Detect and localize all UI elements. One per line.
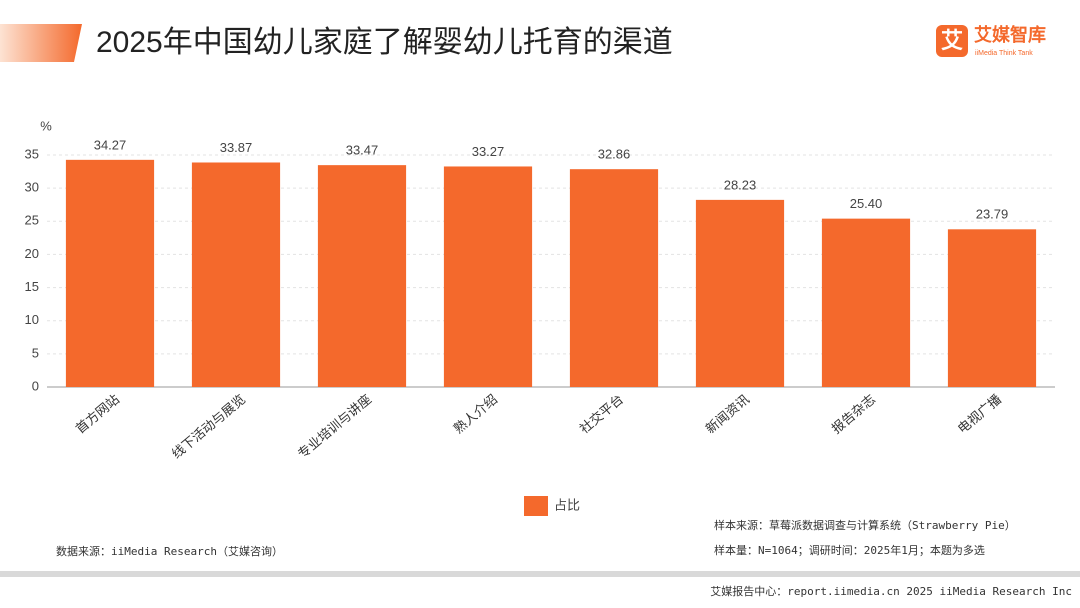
x-tick-label: 报告杂志 <box>829 391 878 436</box>
bar <box>569 169 659 387</box>
footer: 艾媒报告中心：report.iimedia.cn 2025 iiMedia Re… <box>710 584 1072 598</box>
value-label: 23.79 <box>976 207 1009 222</box>
bar <box>191 162 281 387</box>
x-tick-label: 社交平台 <box>577 391 626 436</box>
bar <box>821 218 911 387</box>
header-accent <box>0 24 82 62</box>
legend-swatch <box>524 496 548 516</box>
x-tick-label: 熟人介绍 <box>451 391 500 436</box>
logo-text: 艾媒智库 <box>974 24 1046 45</box>
title: 2025年中国幼儿家庭了解婴幼儿托育的渠道 <box>96 26 673 59</box>
value-label: 28.23 <box>724 177 757 192</box>
bar <box>443 166 533 387</box>
x-tick-label: 线下活动与展览 <box>169 391 248 461</box>
value-label: 33.47 <box>346 143 379 158</box>
y-tick-label: 15 <box>25 279 39 294</box>
y-tick-label: 25 <box>25 213 39 228</box>
value-label: 25.40 <box>850 196 883 211</box>
sample-size: 样本量：N=1064；调研时间：2025年1月；本题为多选 <box>714 543 985 557</box>
value-label: 32.86 <box>598 147 631 162</box>
y-tick-label: 30 <box>25 180 39 195</box>
sample-source: 样本来源：草莓派数据调查与计算系统（Strawberry Pie） <box>714 518 1016 532</box>
y-tick-label: 0 <box>32 378 39 393</box>
y-tick-label: 5 <box>32 345 39 360</box>
value-label: 33.87 <box>220 140 253 155</box>
bar <box>947 229 1037 387</box>
logo-icon: 艾 <box>941 28 963 53</box>
y-tick-label: 35 <box>25 146 39 161</box>
bar <box>695 199 785 387</box>
bar <box>65 159 155 387</box>
x-tick-label: 首方网站 <box>73 391 122 436</box>
source: 数据来源：iiMedia Research（艾媒咨询） <box>56 544 283 558</box>
y-tick-label: 20 <box>25 246 39 261</box>
logo-sub: iiMedia Think Tank <box>975 50 1033 57</box>
y-unit: % <box>40 118 52 133</box>
logo-icon-box <box>936 25 968 57</box>
x-tick-label: 电视广播 <box>955 391 1004 436</box>
footer-bar <box>0 571 1080 577</box>
y-tick-label: 10 <box>25 312 39 327</box>
x-tick-label: 新闻资讯 <box>703 391 752 436</box>
x-tick-label: 专业培训与讲座 <box>295 391 374 461</box>
bar <box>317 165 407 387</box>
value-label: 34.27 <box>94 137 127 152</box>
value-label: 33.27 <box>472 144 505 159</box>
legend-label: 占比 <box>554 497 580 512</box>
